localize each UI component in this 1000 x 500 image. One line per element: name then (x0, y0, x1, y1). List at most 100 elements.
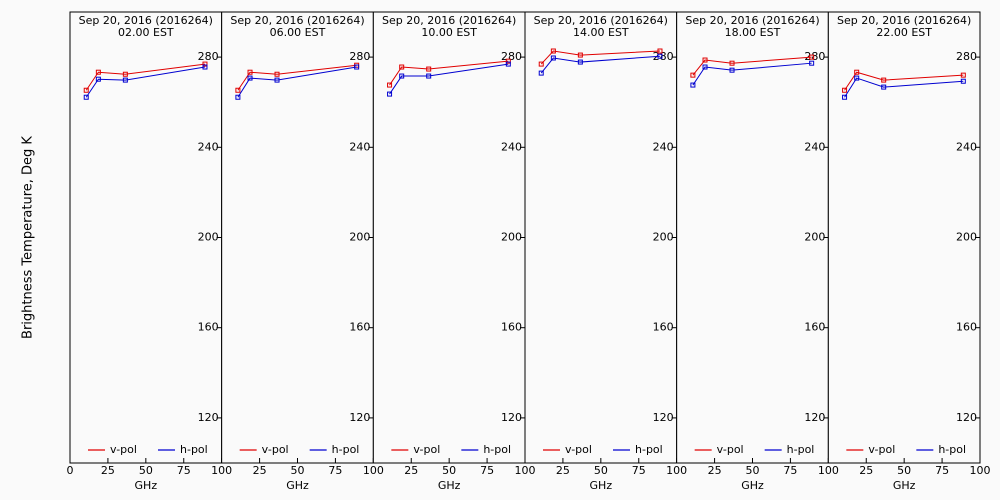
point-marker (960, 78, 966, 84)
point-marker (354, 64, 360, 70)
point-marker (122, 71, 128, 77)
y-tick-label: 200 (956, 231, 977, 244)
x-tick-label: 100 (666, 464, 687, 477)
point-marker (842, 87, 848, 93)
y-tick-label: 160 (501, 321, 522, 334)
point-marker (399, 64, 405, 70)
x-tick-label: 50 (746, 464, 760, 477)
x-tick-label: 50 (139, 464, 153, 477)
point-marker (702, 64, 708, 70)
panel-title: Sep 20, 2016 (2016264) (837, 14, 971, 27)
legend-label: h-pol (483, 443, 511, 456)
x-tick-label: 25 (101, 464, 115, 477)
x-tick-label: 75 (177, 464, 191, 477)
x-tick-label: 50 (291, 464, 305, 477)
point-marker (95, 76, 101, 82)
point-marker (702, 57, 708, 63)
y-tick-label: 120 (198, 411, 219, 424)
point-marker (577, 59, 583, 65)
point-marker (247, 69, 253, 75)
point-marker (960, 72, 966, 78)
point-marker (387, 82, 393, 88)
point-marker (95, 69, 101, 75)
panel-frame (676, 11, 829, 464)
x-tick-label: 25 (859, 464, 873, 477)
point-marker (202, 64, 208, 70)
panel-frame (372, 11, 526, 464)
legend-label: v-pol (262, 443, 289, 456)
point-marker (235, 87, 241, 93)
point-marker (505, 58, 511, 64)
y-axis-label: Brightness Temperature, Deg K (21, 136, 36, 339)
y-tick-label: 120 (501, 411, 522, 424)
x-tick-label: 50 (442, 464, 456, 477)
series-line (540, 50, 661, 65)
x-tick-label: 25 (404, 464, 418, 477)
panel-subtitle: 18.00 EST (725, 26, 781, 39)
point-marker (122, 77, 128, 83)
y-tick-label: 160 (198, 321, 219, 334)
x-tick-label: 25 (253, 464, 267, 477)
y-tick-label: 240 (198, 140, 219, 153)
x-axis-label: GHz (438, 479, 461, 492)
point-marker (202, 61, 208, 67)
panel-subtitle: 06.00 EST (270, 26, 326, 39)
point-marker (854, 69, 860, 75)
y-tick-label: 280 (349, 50, 370, 63)
point-marker (854, 75, 860, 81)
legend-label: v-pol (717, 443, 744, 456)
point-marker (505, 61, 511, 67)
point-marker (274, 77, 280, 83)
point-marker (842, 94, 848, 100)
series-line (844, 77, 964, 98)
x-tick-label: 50 (897, 464, 911, 477)
x-tick-label: 25 (708, 464, 722, 477)
x-axis-label: GHz (893, 479, 916, 492)
y-tick-label: 120 (653, 411, 674, 424)
legend-label: v-pol (110, 443, 137, 456)
panel-subtitle: 22.00 EST (876, 26, 932, 39)
series-line (692, 56, 812, 76)
series-line (237, 64, 357, 91)
point-marker (274, 71, 280, 77)
x-axis-label: GHz (135, 479, 158, 492)
panel-subtitle: 14.00 EST (573, 26, 629, 39)
panel-title: Sep 20, 2016 (2016264) (79, 14, 213, 27)
legend-label: h-pol (180, 443, 208, 456)
panel-title: Sep 20, 2016 (2016264) (534, 14, 668, 27)
panel-title: Sep 20, 2016 (2016264) (685, 14, 819, 27)
y-tick-label: 200 (501, 231, 522, 244)
point-marker (657, 48, 663, 54)
y-tick-label: 240 (653, 140, 674, 153)
x-tick-label: 0 (67, 464, 74, 477)
point-marker (881, 84, 887, 90)
x-tick-label: 75 (632, 464, 646, 477)
y-tick-label: 200 (804, 231, 825, 244)
x-tick-label: 75 (480, 464, 494, 477)
y-tick-label: 120 (349, 411, 370, 424)
y-tick-label: 240 (804, 140, 825, 153)
x-tick-label: 100 (970, 464, 991, 477)
y-tick-label: 280 (956, 50, 977, 63)
point-marker (235, 94, 241, 100)
series-line (540, 55, 661, 74)
point-marker (657, 53, 663, 59)
x-tick-label: 25 (556, 464, 570, 477)
series-line (237, 66, 357, 98)
panel-frame (827, 11, 981, 464)
series-line (844, 71, 964, 91)
panel-subtitle: 10.00 EST (421, 26, 477, 39)
point-marker (83, 87, 89, 93)
point-marker (399, 73, 405, 79)
panel-title: Sep 20, 2016 (2016264) (230, 14, 364, 27)
point-marker (577, 52, 583, 58)
point-marker (550, 55, 556, 61)
legend-label: v-pol (413, 443, 440, 456)
x-tick-label: 50 (594, 464, 608, 477)
point-marker (426, 73, 432, 79)
y-tick-label: 280 (804, 50, 825, 63)
point-marker (690, 72, 696, 78)
y-tick-label: 120 (956, 411, 977, 424)
